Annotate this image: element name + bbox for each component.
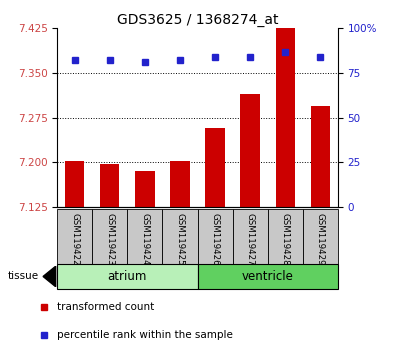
Bar	[267, 209, 303, 264]
Bar	[162, 209, 198, 264]
Bar	[241, 94, 260, 207]
Text: tissue: tissue	[8, 272, 39, 281]
Bar	[127, 209, 162, 264]
Polygon shape	[43, 266, 56, 287]
Text: GSM119428: GSM119428	[280, 213, 290, 266]
Bar	[303, 209, 338, 264]
Bar	[198, 264, 338, 289]
Title: GDS3625 / 1368274_at: GDS3625 / 1368274_at	[117, 13, 278, 27]
Bar	[233, 209, 267, 264]
Bar	[310, 106, 330, 207]
Bar	[57, 209, 92, 264]
Text: GSM119424: GSM119424	[140, 213, 149, 266]
Bar	[92, 209, 127, 264]
Bar	[275, 28, 295, 207]
Text: ventricle: ventricle	[242, 270, 293, 283]
Text: GSM119425: GSM119425	[175, 213, 184, 266]
Text: GSM119422: GSM119422	[70, 213, 79, 266]
Text: GSM119429: GSM119429	[316, 213, 325, 266]
Text: atrium: atrium	[108, 270, 147, 283]
Text: percentile rank within the sample: percentile rank within the sample	[57, 330, 233, 340]
Text: transformed count: transformed count	[57, 302, 154, 312]
Bar	[135, 171, 154, 207]
Bar	[57, 264, 198, 289]
Text: GSM119423: GSM119423	[105, 213, 115, 266]
Text: GSM119427: GSM119427	[246, 213, 255, 266]
Bar	[170, 161, 190, 207]
Bar	[198, 209, 233, 264]
Bar	[65, 161, 85, 207]
Text: GSM119426: GSM119426	[211, 213, 220, 266]
Bar	[100, 164, 120, 207]
Bar	[205, 128, 225, 207]
